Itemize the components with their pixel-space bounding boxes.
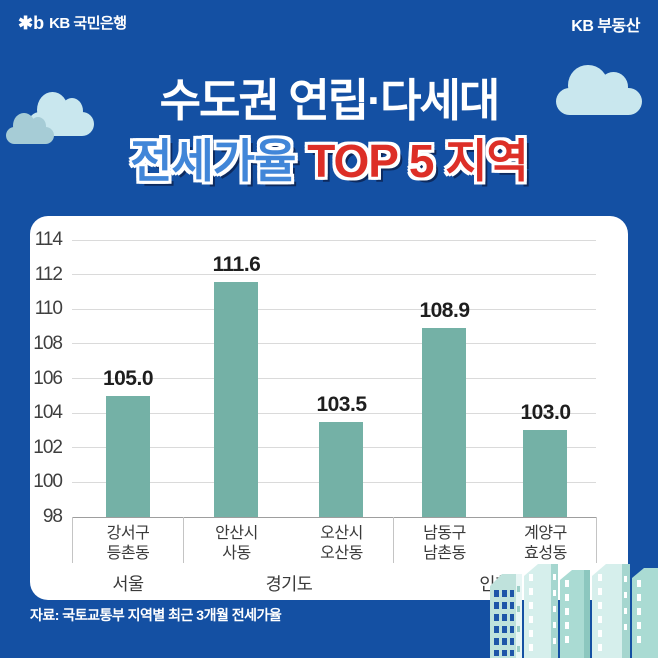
city-label-dong: 효성동: [524, 544, 567, 562]
city-label-dong: 오산동: [320, 544, 363, 562]
y-gridline: [72, 412, 596, 414]
city-label-district: 안산시: [215, 525, 258, 542]
kb-star-icon: ✱b: [18, 12, 45, 33]
bar: [523, 430, 568, 517]
bar: [319, 421, 364, 517]
title-block: 수도권 연립·다세대 전세가율 TOP 5 지역: [0, 76, 658, 186]
y-gridline: [72, 274, 596, 276]
y-tick-label: 98: [42, 506, 63, 527]
group-divider: [183, 517, 185, 563]
city-label-district: 강서구: [106, 525, 150, 542]
y-tick-label: 102: [33, 436, 63, 458]
buildings-svg: [490, 564, 658, 658]
cloud-left-small-icon: [6, 112, 54, 144]
bar-value-label: 105.0: [102, 366, 154, 390]
city-label-district: 오산시: [320, 525, 363, 542]
bar-value-label: 103.0: [520, 401, 571, 425]
city-label-dong: 사동: [222, 544, 251, 562]
y-gridline: [72, 308, 596, 310]
bar: [422, 328, 467, 517]
y-gridline: [72, 378, 596, 379]
bar: [214, 281, 259, 517]
y-tick-label: 112: [34, 263, 63, 285]
buildings-illustration: [488, 562, 658, 658]
y-tick-label: 110: [34, 298, 63, 320]
source-note: 자료: 국토교통부 지역별 최근 3개월 전세가율: [30, 607, 282, 623]
y-gridline: [72, 239, 596, 241]
city-label-district: 계양구: [524, 525, 567, 542]
region-label: 경기도: [265, 574, 313, 594]
group-divider: [71, 517, 73, 563]
bar-value-label: 111.6: [212, 252, 261, 276]
y-gridline: [72, 343, 596, 345]
y-tick-label: 104: [33, 402, 63, 424]
city-label-dong: 남촌동: [423, 544, 466, 562]
kb-bank-logo-label: KB 국민은행: [49, 15, 127, 32]
y-tick-label: 106: [33, 367, 63, 389]
group-divider: [595, 517, 597, 563]
kb-realestate-logo: KB 부동산: [571, 18, 640, 35]
y-tick-label: 108: [33, 332, 63, 354]
y-tick-label: 114: [34, 229, 63, 250]
bar-value-label: 108.9: [419, 299, 470, 323]
y-tick-label: 100: [33, 471, 63, 493]
region-label: 서울: [112, 574, 144, 594]
title-line1: 수도권 연립·다세대: [159, 75, 501, 126]
x-axis-baseline: [72, 516, 596, 518]
title-line2-red: TOP 5 지역: [307, 134, 529, 187]
group-divider: [393, 517, 395, 563]
cloud-right-icon: [556, 65, 642, 115]
title-line2: 전세가율 TOP 5 지역: [0, 134, 658, 187]
bar-value-label: 103.5: [316, 392, 367, 416]
city-label-district: 남동구: [423, 525, 466, 542]
title-line2-blue: 전세가율: [130, 134, 296, 187]
bar: [105, 395, 150, 517]
kb-bank-logo: ✱b KB 국민은행: [18, 12, 127, 33]
city-label-dong: 등촌동: [106, 544, 150, 562]
